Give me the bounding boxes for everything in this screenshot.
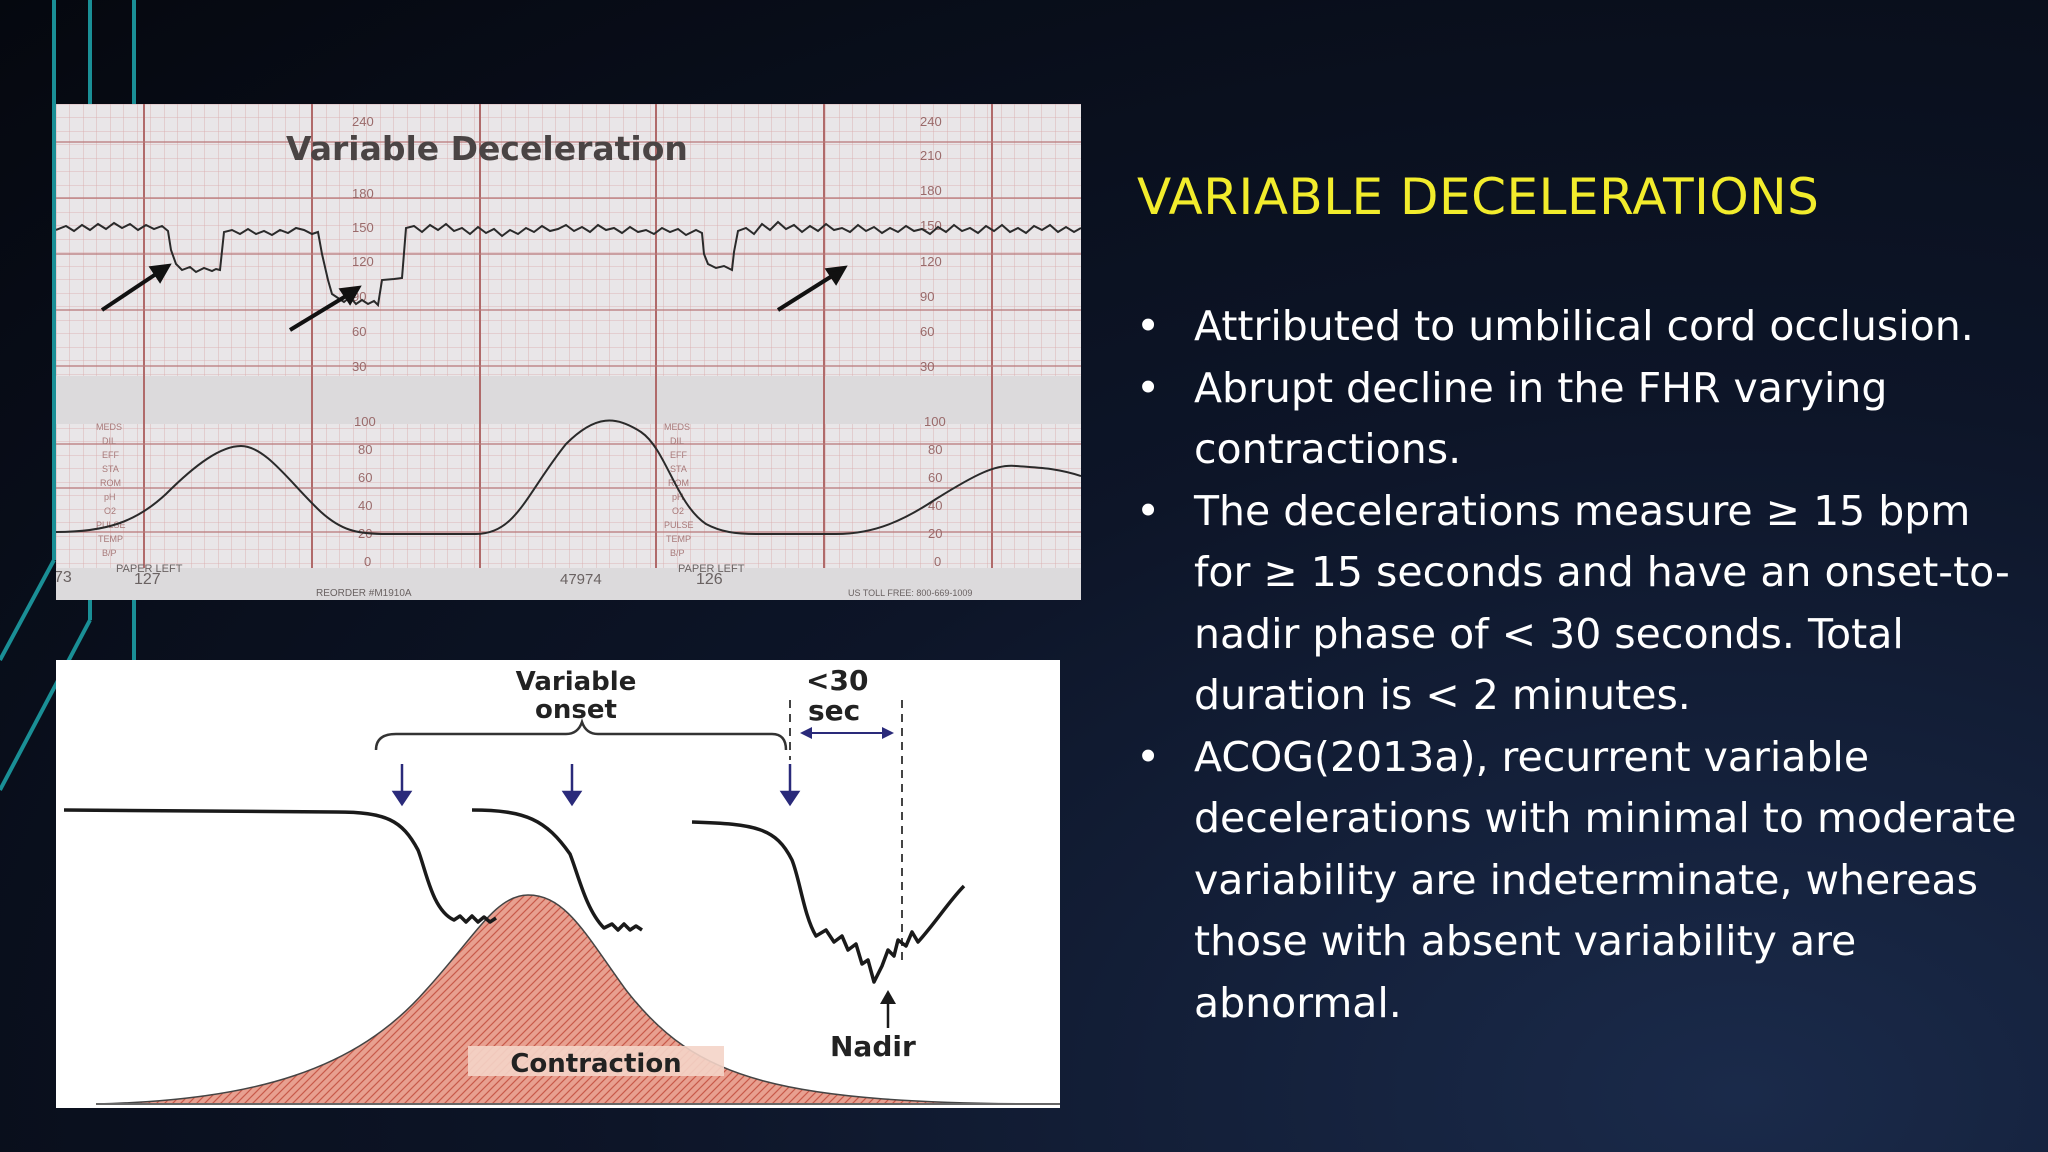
bullet-dot: •	[1136, 486, 1161, 535]
fhr-scale-30: 30	[352, 359, 366, 374]
uc-scale-100: 100	[354, 414, 376, 429]
label-lt30: <30	[806, 664, 868, 697]
fhr-scale-right-120: 120	[920, 254, 942, 269]
side-label-eff-2: EFF	[670, 450, 688, 460]
uc-scale-right-20: 20	[928, 526, 942, 541]
label-variable-onset: Variable onset	[516, 667, 637, 725]
ctg-strip-image: 240 180 150 120 90 60 30 240 210 180 150…	[56, 104, 1081, 600]
fhr-scale-180: 180	[352, 186, 374, 201]
fhr-scale-120: 120	[352, 254, 374, 269]
bullet-text: ACOG(2013a), recurrent variable decelera…	[1194, 732, 2017, 1027]
side-label-meds: MEDS	[96, 422, 122, 432]
fhr-scale-right-180: 180	[920, 183, 942, 198]
bullet-item: • Abrupt decline in the FHR varying contr…	[1136, 358, 2026, 481]
label-nadir: Nadir	[830, 1030, 916, 1063]
uc-scale-40: 40	[358, 498, 372, 513]
ctg-paper-left-value-2: 126	[696, 571, 723, 588]
side-label-dil: DIL	[102, 436, 116, 446]
side-label-temp-2: TEMP	[666, 534, 691, 544]
bullet-dot: •	[1136, 302, 1161, 350]
label-sec: sec	[808, 694, 860, 727]
side-label-ph-2: pH	[672, 492, 684, 502]
ctg-toll-free: US TOLL FREE: 800-669-1009	[848, 588, 972, 598]
bullet-item: • ACOG(2013a), recurrent variable deceler…	[1136, 727, 2026, 1035]
fhr-scale-right-30: 30	[920, 359, 934, 374]
fhr-scale-right-210: 210	[920, 148, 942, 163]
uc-scale-0: 0	[364, 554, 371, 569]
side-label-rom-2: ROM	[668, 478, 689, 488]
bullet-text: The decelerations measure ≥ 15 bpm for ≥…	[1194, 486, 2010, 720]
side-label-ph: pH	[104, 492, 116, 502]
side-label-o2-2: O2	[672, 506, 684, 516]
uc-scale-right-80: 80	[928, 442, 942, 457]
slide-title: VARIABLE DECELERATIONS	[1137, 168, 1820, 226]
bullet-item: • Attributed to umbilical cord occlusion.	[1136, 296, 2026, 358]
side-label-pulse-2: PULSE	[664, 520, 694, 530]
bullet-item: • The decelerations measure ≥ 15 bpm for …	[1136, 481, 2026, 727]
ctg-paper-left-value-1: 127	[134, 571, 161, 588]
fhr-scale-right-90: 90	[920, 289, 934, 304]
ctg-reorder: REORDER #M1910A	[316, 588, 412, 599]
fhr-scale-right-60: 60	[920, 324, 934, 339]
bullet-text: Attributed to umbilical cord occlusion.	[1194, 302, 1974, 350]
bullet-dot: •	[1136, 363, 1161, 412]
uc-scale-60: 60	[358, 470, 372, 485]
fhr-scale-150: 150	[352, 220, 374, 235]
uc-scale-right-0: 0	[934, 554, 941, 569]
onset-brace	[374, 718, 788, 751]
side-label-meds-2: MEDS	[664, 422, 690, 432]
side-label-sta: STA	[102, 464, 119, 474]
side-label-bp-2: B/P	[670, 548, 685, 558]
bullet-dot: •	[1136, 732, 1161, 781]
side-label-sta-2: STA	[670, 464, 687, 474]
uc-scale-right-60: 60	[928, 470, 942, 485]
contraction-curve	[95, 894, 1060, 1105]
bullet-list: • Attributed to umbilical cord occlusion.…	[1136, 296, 2026, 1034]
ctg-strip-title: Variable Deceleration	[286, 129, 688, 168]
side-label-bp: B/P	[102, 548, 117, 558]
ctg-paper-left-label-1: PAPER LEFT	[116, 563, 183, 575]
ctg-paper-left-label-2: PAPER LEFT	[678, 563, 745, 575]
fhr-scale-right-240: 240	[920, 114, 942, 129]
fhr-scale-240: 240	[352, 114, 374, 129]
variable-deceleration-schematic: <30 sec Nadir Variable onset Contraction	[56, 660, 1060, 1108]
ctg-edge-number: 73	[56, 569, 72, 586]
side-label-o2: O2	[104, 506, 116, 516]
fhr-scale-60: 60	[352, 324, 366, 339]
ctg-serial: 47974	[560, 571, 602, 588]
bullet-text: Abrupt decline in the FHR varying contra…	[1194, 363, 1888, 474]
side-label-rom: ROM	[100, 478, 121, 488]
label-contraction: Contraction	[510, 1049, 681, 1079]
side-label-eff: EFF	[102, 450, 120, 460]
side-label-temp: TEMP	[98, 534, 123, 544]
side-label-dil-2: DIL	[670, 436, 684, 446]
uc-scale-80: 80	[358, 442, 372, 457]
uc-scale-right-100: 100	[924, 414, 946, 429]
